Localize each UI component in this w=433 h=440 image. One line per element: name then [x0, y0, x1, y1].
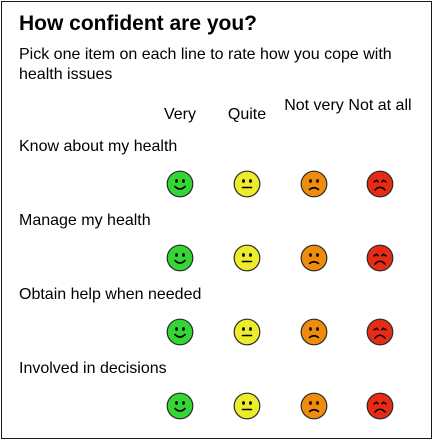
- sad-face-icon[interactable]: [366, 392, 394, 420]
- sad-face-icon[interactable]: [366, 170, 394, 198]
- survey-title: How confident are you?: [19, 12, 258, 35]
- happy-face-icon[interactable]: [166, 318, 194, 346]
- happy-face-icon[interactable]: [166, 244, 194, 272]
- frown-face-icon[interactable]: [300, 318, 328, 346]
- survey-instructions: Pick one item on each line to rate how y…: [19, 46, 392, 83]
- column-header-not-at-all: Not at all: [348, 97, 412, 114]
- question-label: Know about my health: [19, 138, 178, 155]
- frown-face-icon[interactable]: [300, 392, 328, 420]
- column-header-quite: Quite: [227, 106, 267, 123]
- frown-face-icon[interactable]: [300, 244, 328, 272]
- neutral-face-icon[interactable]: [233, 392, 261, 420]
- column-header-not-very: Not very: [284, 97, 344, 114]
- question-label: Obtain help when needed: [19, 286, 202, 303]
- neutral-face-icon[interactable]: [233, 244, 261, 272]
- neutral-face-icon[interactable]: [233, 318, 261, 346]
- happy-face-icon[interactable]: [166, 392, 194, 420]
- sad-face-icon[interactable]: [366, 318, 394, 346]
- question-label: Involved in decisions: [19, 360, 167, 377]
- happy-face-icon[interactable]: [166, 170, 194, 198]
- frown-face-icon[interactable]: [300, 170, 328, 198]
- neutral-face-icon[interactable]: [233, 170, 261, 198]
- sad-face-icon[interactable]: [366, 244, 394, 272]
- question-label: Manage my health: [19, 212, 151, 229]
- column-header-very: Very: [163, 106, 196, 123]
